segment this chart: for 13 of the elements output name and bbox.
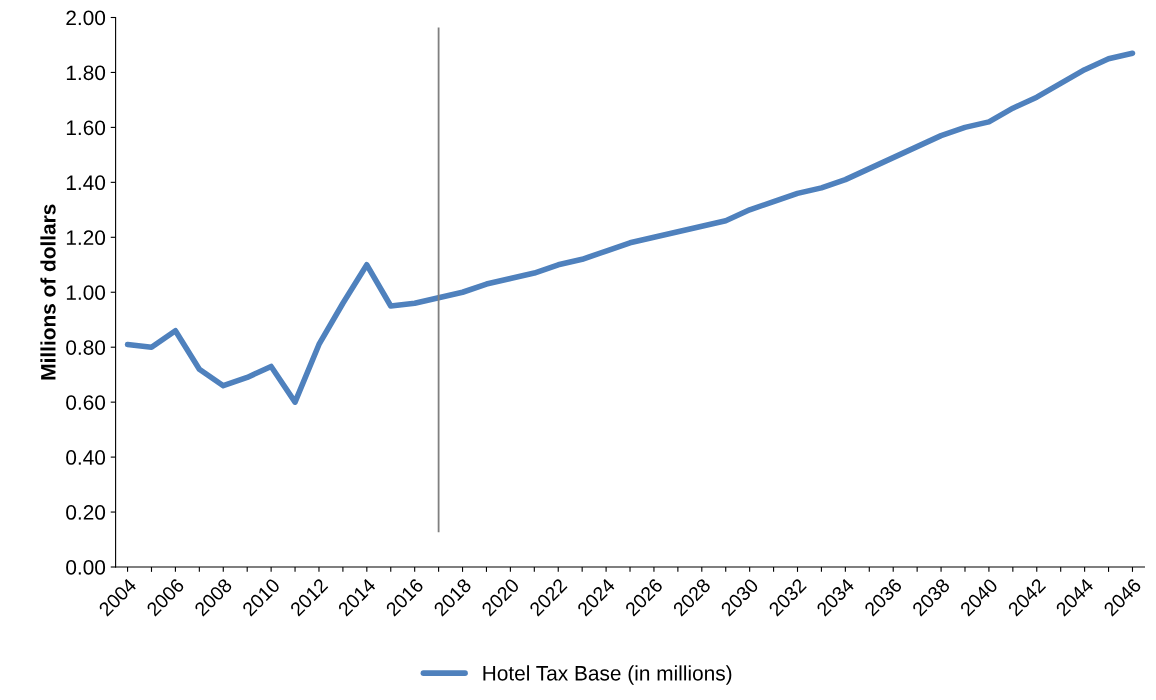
y-tick-label: 0.80 bbox=[66, 340, 106, 355]
y-tick-label: 1.40 bbox=[66, 175, 106, 191]
y-axis-title: Millions of dollars bbox=[40, 204, 56, 380]
y-tick-label: 0.40 bbox=[66, 450, 106, 465]
y-tick-label: 1.20 bbox=[66, 230, 106, 246]
y-tick-label: 0.20 bbox=[66, 505, 106, 520]
y-tick-label: 1.80 bbox=[66, 65, 106, 81]
y-tick-label: 2.00 bbox=[66, 10, 106, 26]
y-tick-label: 0.00 bbox=[66, 560, 106, 575]
y-tick-label: 1.00 bbox=[66, 285, 106, 300]
y-tick-label: 1.60 bbox=[66, 120, 106, 136]
y-tick-label: 0.60 bbox=[66, 395, 106, 410]
legend-label: Hotel Tax Base (in millions) bbox=[483, 665, 732, 685]
